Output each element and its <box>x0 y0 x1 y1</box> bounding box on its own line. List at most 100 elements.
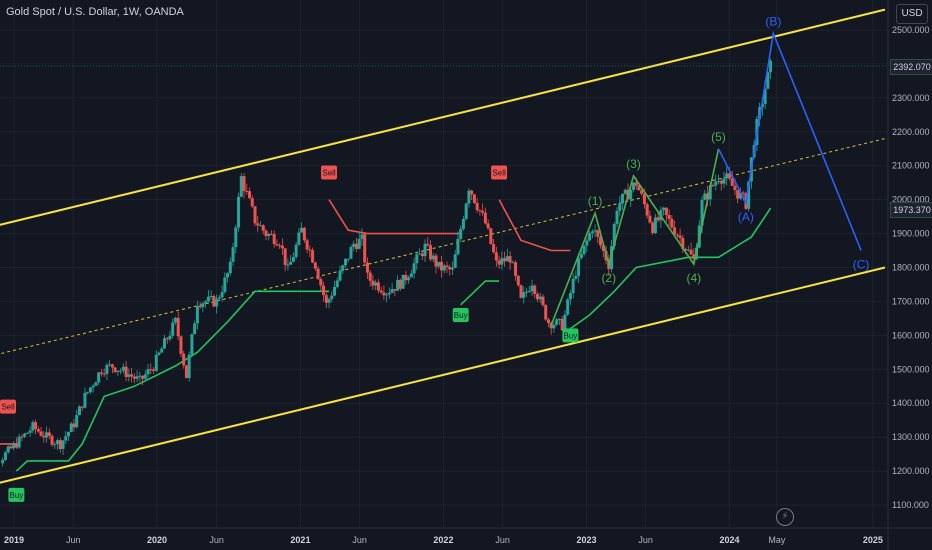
candle-body[interactable] <box>516 275 520 286</box>
candle-body[interactable] <box>20 436 24 438</box>
candle-body[interactable] <box>99 372 103 374</box>
candle-body[interactable] <box>703 193 707 200</box>
candle-body[interactable] <box>42 435 46 438</box>
candle-body[interactable] <box>420 253 424 257</box>
candle-body[interactable] <box>223 277 227 293</box>
candle-body[interactable] <box>212 296 216 307</box>
candle-body[interactable] <box>464 203 468 219</box>
candle-body[interactable] <box>730 178 734 186</box>
candle-body[interactable] <box>53 444 57 446</box>
candle-body[interactable] <box>563 314 567 331</box>
candle-body[interactable] <box>226 273 230 278</box>
candle-body[interactable] <box>173 317 177 323</box>
candle-body[interactable] <box>722 178 726 184</box>
candle-body[interactable] <box>667 214 671 219</box>
candle-body[interactable] <box>396 279 400 291</box>
candle-body[interactable] <box>519 285 523 298</box>
candle-body[interactable] <box>492 243 496 253</box>
candle-body[interactable] <box>656 217 660 221</box>
candle-body[interactable] <box>187 354 191 378</box>
candle-body[interactable] <box>456 238 460 255</box>
candle-body[interactable] <box>138 375 142 377</box>
candle-body[interactable] <box>25 432 29 434</box>
candle-body[interactable] <box>725 173 729 179</box>
candle-body[interactable] <box>379 290 383 293</box>
supertrend-down-line[interactable] <box>0 427 17 445</box>
candle-body[interactable] <box>525 291 529 293</box>
candle-body[interactable] <box>470 190 474 195</box>
candle-body[interactable] <box>557 318 561 320</box>
candle-body[interactable] <box>275 244 279 246</box>
candle-body[interactable] <box>105 364 109 374</box>
candle-body[interactable] <box>574 275 578 279</box>
candle-body[interactable] <box>700 199 704 226</box>
candle-body[interactable] <box>154 354 158 371</box>
candle-body[interactable] <box>357 238 361 249</box>
candle-body[interactable] <box>143 374 147 379</box>
candle-body[interactable] <box>283 248 287 265</box>
candle-body[interactable] <box>450 267 454 270</box>
candle-body[interactable] <box>313 262 317 269</box>
candle-body[interactable] <box>267 234 271 237</box>
candle-body[interactable] <box>80 406 84 408</box>
candle-body[interactable] <box>494 252 498 261</box>
candle-body[interactable] <box>195 305 199 324</box>
candle-body[interactable] <box>9 446 13 449</box>
candle-body[interactable] <box>555 319 559 325</box>
candle-body[interactable] <box>714 181 718 186</box>
tradingview-logo-icon[interactable]: ⚡ <box>776 508 794 526</box>
candle-body[interactable] <box>171 322 175 336</box>
candle-body[interactable] <box>300 227 304 233</box>
candle-body[interactable] <box>237 196 241 228</box>
candle-body[interactable] <box>439 261 443 271</box>
candle-body[interactable] <box>88 387 92 392</box>
candle-body[interactable] <box>67 432 71 437</box>
candle-body[interactable] <box>3 452 7 460</box>
candle-body[interactable] <box>418 253 422 255</box>
candle-body[interactable] <box>28 430 32 433</box>
candle-body[interactable] <box>116 370 120 372</box>
candle-body[interactable] <box>368 272 372 281</box>
candle-body[interactable] <box>393 289 397 291</box>
candle-body[interactable] <box>560 318 564 331</box>
candle-body[interactable] <box>102 373 106 375</box>
candle-body[interactable] <box>256 223 260 226</box>
candle-body[interactable] <box>741 192 745 194</box>
trend-channel[interactable] <box>0 8 886 488</box>
candle-body[interactable] <box>182 353 186 366</box>
candle-body[interactable] <box>736 190 740 199</box>
candle-body[interactable] <box>769 60 773 73</box>
candle-body[interactable] <box>431 255 435 260</box>
candle-body[interactable] <box>673 227 677 235</box>
candle-body[interactable] <box>448 266 452 270</box>
candle-body[interactable] <box>176 317 180 337</box>
candle-body[interactable] <box>566 299 570 315</box>
candle-body[interactable] <box>678 235 682 238</box>
candle-body[interactable] <box>135 376 139 379</box>
candle-body[interactable] <box>269 234 273 236</box>
candle-body[interactable] <box>289 261 293 265</box>
candle-body[interactable] <box>631 182 635 190</box>
candle-body[interactable] <box>250 198 254 207</box>
candle-body[interactable] <box>651 222 655 233</box>
candle-body[interactable] <box>686 249 690 251</box>
candle-body[interactable] <box>645 204 649 216</box>
candle-body[interactable] <box>637 185 641 191</box>
candle-body[interactable] <box>461 218 465 229</box>
candle-body[interactable] <box>1 459 5 464</box>
candle-body[interactable] <box>642 193 646 205</box>
candle-body[interactable] <box>91 385 95 388</box>
candle-body[interactable] <box>689 249 693 255</box>
candle-body[interactable] <box>615 210 619 225</box>
candle-body[interactable] <box>365 262 369 273</box>
corrective-wave-line[interactable] <box>717 30 862 251</box>
candle-body[interactable] <box>324 295 328 303</box>
candle-body[interactable] <box>319 279 323 286</box>
candle-body[interactable] <box>77 406 81 416</box>
candle-body[interactable] <box>198 305 202 308</box>
candle-body[interactable] <box>544 305 548 320</box>
candle-body[interactable] <box>72 423 76 428</box>
candle-body[interactable] <box>385 294 389 296</box>
channel-upper-line[interactable] <box>0 8 886 231</box>
candle-body[interactable] <box>245 190 249 192</box>
